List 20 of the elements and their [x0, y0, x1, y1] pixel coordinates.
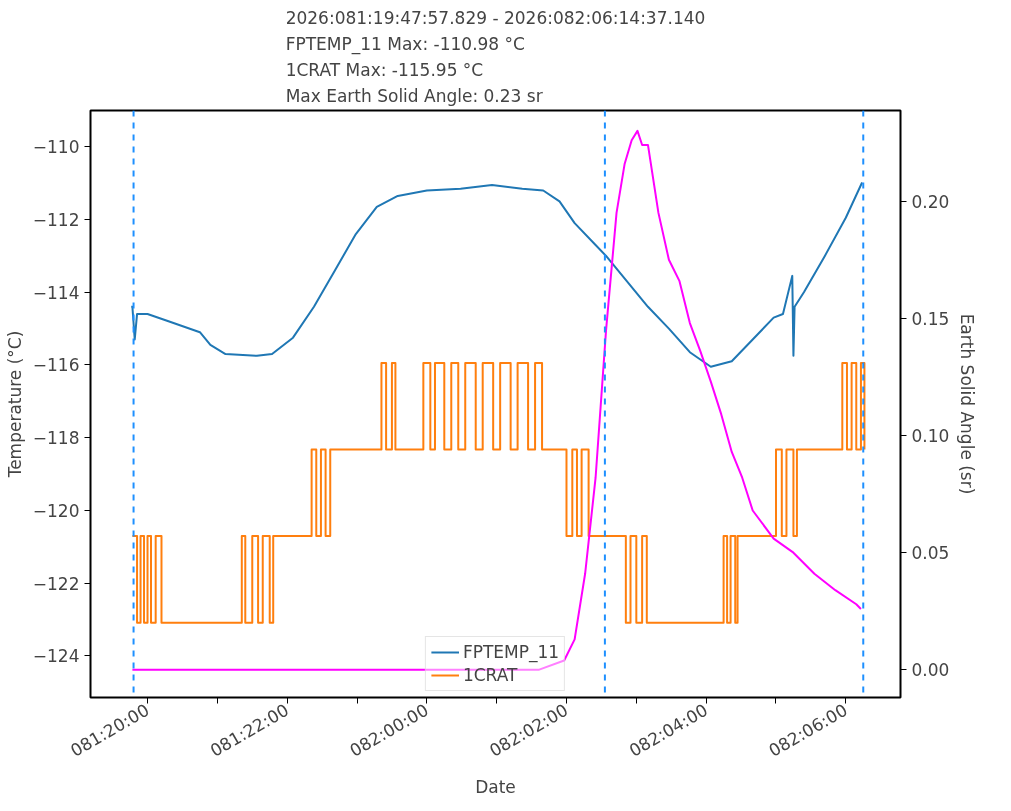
chart-title: 2026:081:19:47:57.829 - 2026:082:06:14:37.140 FPTEMP_11 Max: -110.98 °C 1CRAT Max: -115.95 °C Max Earth Solid Angle: 0.23 sr: [285, 7, 706, 106]
y-axis-title: Temperature (°C): [4, 330, 25, 479]
y-tick-label: −120: [32, 500, 80, 521]
y-tick-label: −122: [32, 573, 80, 594]
legend-label: FPTEMP_11: [462, 642, 560, 662]
y-tick-label: −124: [32, 646, 80, 667]
y2-tick-label: 0.05: [911, 543, 950, 564]
line-series: [130, 181, 864, 368]
legend-label: 1CRAT: [462, 665, 518, 685]
y-tick-label: −110: [32, 137, 80, 158]
y2-tick-label: 0.10: [911, 426, 950, 447]
y2-tick-label: 0.20: [911, 191, 950, 212]
y-tick-label: −114: [32, 282, 80, 303]
y-tick-label: −118: [32, 428, 80, 449]
y2-tick-label: 0.15: [911, 308, 950, 329]
x-axis-title: Date: [475, 777, 516, 798]
y-tick-label: −116: [32, 355, 80, 376]
y2-tick-label: 0.00: [911, 660, 950, 681]
y2-axis-title: Earth Solid Angle (sr): [957, 313, 978, 495]
y-tick-label: −112: [32, 210, 80, 231]
